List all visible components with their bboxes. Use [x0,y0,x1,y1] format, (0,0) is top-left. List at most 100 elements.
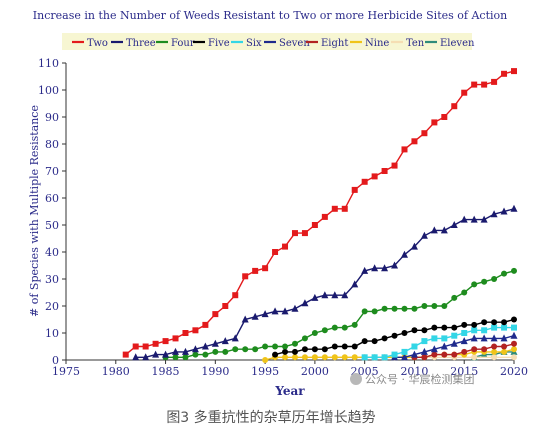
data-point-five [451,324,458,331]
data-point-three [261,310,269,318]
chart-title: Increase in the Number of Weeds Resistan… [33,9,507,22]
data-point-four [351,321,358,328]
y-tick-label: 110 [38,57,59,70]
data-point-four [411,305,418,312]
data-point-three [510,204,518,212]
series-line-six [364,326,514,358]
data-point-five [341,343,348,350]
data-point-three [181,347,189,355]
chart-area: Increase in the Number of Weeds Resistan… [28,9,528,398]
data-point-six [431,335,438,342]
wechat-icon [350,373,362,385]
data-point-two [341,205,348,212]
data-point-ten [491,354,498,361]
data-point-eight [481,346,488,353]
x-tick-label: 2015 [450,365,478,378]
data-point-three [311,293,319,301]
x-tick-label: 2010 [400,365,428,378]
figure-caption: 图3 多重抗性的杂草历年增长趋势 [166,410,376,426]
data-point-six [461,330,468,336]
data-point-four [431,303,438,309]
data-point-five [351,343,358,350]
data-point-nine [331,354,338,361]
data-point-five [282,348,289,355]
data-point-two [282,243,289,250]
x-tick-label: 2020 [500,365,528,378]
data-point-five [401,330,408,336]
data-point-two [291,230,298,237]
data-point-three [321,291,329,299]
data-point-five [481,319,488,326]
data-point-four [272,343,279,350]
series-two [122,68,517,358]
data-point-two [351,186,358,193]
x-tick-label: 1975 [52,365,80,378]
data-point-four [461,289,468,296]
data-point-six [471,327,478,334]
data-point-seven [440,342,448,350]
data-point-ten [471,354,478,361]
data-point-four [192,351,199,358]
legend-label-five: Five [208,38,230,49]
data-point-eight [441,351,448,358]
data-point-nine [321,354,328,361]
data-point-six [451,332,458,339]
data-point-seven [430,345,438,353]
data-point-three [201,342,209,350]
data-point-five [361,338,368,345]
data-point-three [480,215,488,223]
x-axis-label: Year [274,384,305,398]
data-point-two [232,292,239,299]
data-point-four [451,294,458,301]
y-tick-label: 90 [45,111,59,124]
y-tick-label: 100 [38,84,59,97]
data-point-six [441,335,448,342]
axes: 1975 1980 1985 1990 1995 2000 2005 2010 2015 2020… [38,57,528,378]
data-point-eight [491,343,498,350]
data-point-seven [410,350,418,358]
x-tick-label: 1980 [102,365,130,378]
y-tick-label: 30 [45,273,59,286]
data-point-three [341,291,349,299]
data-point-two [441,114,448,120]
data-point-five [411,327,418,334]
data-point-five [331,343,338,350]
data-point-seven [510,331,518,339]
data-point-six [371,354,378,361]
data-point-eight [471,346,478,353]
y-tick-label: 80 [45,138,59,151]
data-point-two [411,138,418,145]
data-point-three [430,226,438,234]
data-point-two [401,146,408,153]
legend-label-seven: Seven [279,38,310,49]
data-point-three [191,345,199,353]
data-point-six [481,327,488,334]
data-point-three [470,215,478,223]
data-point-four [212,348,219,355]
data-point-seven [500,334,508,342]
data-point-nine [282,354,289,361]
data-point-five [272,351,279,358]
data-point-six [511,324,517,331]
data-point-four [172,354,179,361]
y-tick-label: 20 [45,300,59,313]
data-point-three [211,339,219,347]
data-point-two [272,249,279,255]
data-point-four [401,305,408,312]
data-point-three [331,291,339,299]
legend-label-two: Two [87,38,108,49]
data-point-three [371,264,379,272]
data-point-seven [400,353,408,361]
data-point-nine [291,354,298,361]
data-point-four [481,278,488,285]
series-line-two [125,70,515,356]
data-point-four [381,305,388,312]
x-tick-label: 1995 [251,365,279,378]
data-point-five [471,321,478,328]
data-point-two [222,303,229,309]
data-point-six [381,354,388,361]
data-point-three [152,350,160,358]
x-tick-label: 1985 [152,365,180,378]
data-point-three [460,215,468,223]
y-tick-label: 60 [45,192,59,205]
